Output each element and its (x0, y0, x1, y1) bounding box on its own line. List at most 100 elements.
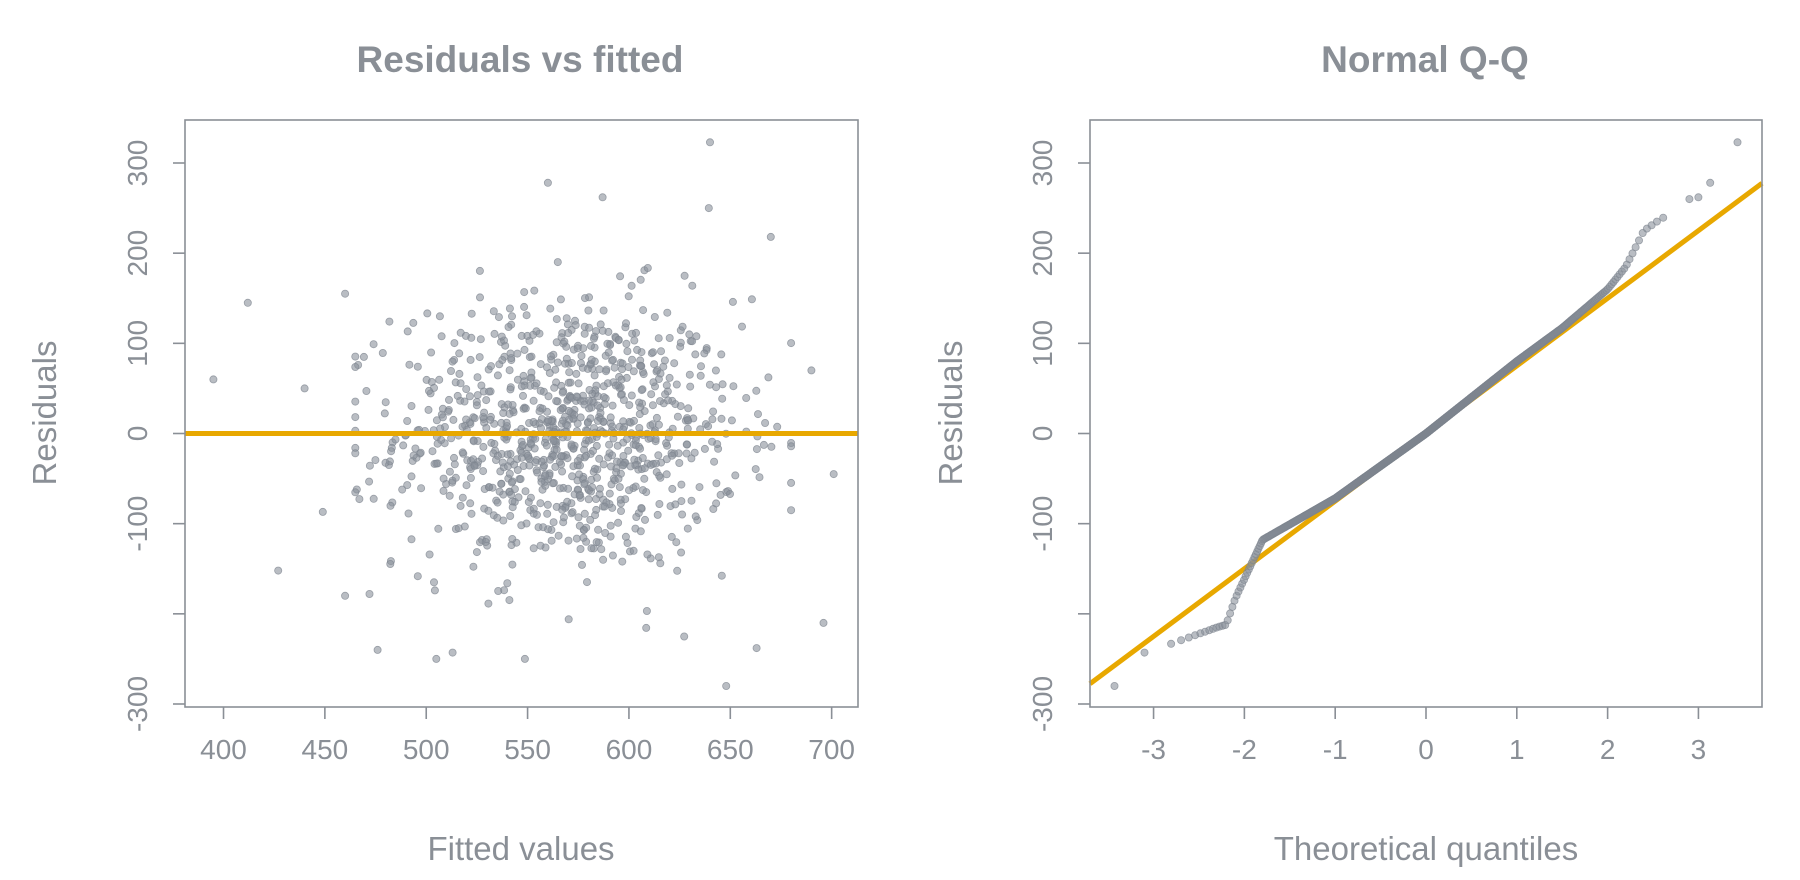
residual-point (671, 500, 680, 509)
residual-point (455, 349, 464, 358)
residual-point (640, 474, 649, 483)
residual-point (738, 322, 747, 331)
residual-point (467, 509, 476, 518)
residual-point (570, 410, 579, 419)
residual-point (472, 548, 481, 557)
residual-point (535, 407, 544, 416)
residual-point (351, 488, 360, 497)
y-tick-label: 0 (1027, 426, 1058, 442)
residual-point (731, 471, 740, 480)
residual-point (537, 424, 546, 433)
residual-point (662, 470, 671, 479)
residual-point (616, 272, 625, 281)
residual-point (603, 339, 612, 348)
residual-point (435, 375, 444, 384)
residual-point (424, 405, 433, 414)
residual-point (575, 491, 584, 500)
residual-point (351, 413, 360, 422)
residual-point (619, 417, 628, 426)
qq-point (1223, 616, 1232, 625)
residual-point (686, 382, 695, 391)
residual-point (616, 495, 625, 504)
residual-point (618, 365, 627, 374)
residual-point (630, 336, 639, 345)
residual-point (677, 548, 686, 557)
residual-point (529, 509, 538, 518)
residual-point (594, 525, 603, 534)
residual-point (518, 440, 527, 449)
residual-point (611, 381, 620, 390)
residual-point (704, 204, 713, 213)
residual-point (599, 460, 608, 469)
residual-point (529, 396, 538, 405)
residual-point (754, 410, 763, 419)
x-tick-label: 400 (200, 734, 247, 765)
residual-point (540, 472, 549, 481)
residual-point (630, 416, 639, 425)
qq-point (1177, 636, 1186, 645)
residual-point (318, 507, 327, 516)
normal-qq-panel: Normal Q-Q -3 -2 -1 0 1 2 3 300 200 100 0 -100 -300… (932, 39, 1764, 867)
y-tick-label: -100 (122, 496, 153, 552)
residual-point (445, 491, 454, 500)
residual-point (581, 294, 590, 303)
residual-point (652, 459, 661, 468)
x-tick-label: 3 (1691, 734, 1707, 765)
residual-point (638, 486, 647, 495)
residuals-vs-fitted-panel: Residuals vs fitted 400 450 500 550 600 650 70… (26, 39, 859, 867)
residual-point (634, 465, 643, 474)
residual-point (407, 535, 416, 544)
residual-point (582, 451, 591, 460)
residual-point (479, 442, 488, 451)
residual-point (490, 439, 499, 448)
residual-point (438, 413, 447, 422)
residual-point (521, 487, 530, 496)
residual-point (553, 258, 562, 267)
residual-point (497, 479, 506, 488)
residual-point (571, 321, 580, 330)
residual-point (439, 486, 448, 495)
residual-point (519, 391, 528, 400)
residual-point (642, 623, 651, 632)
residual-point (599, 555, 608, 564)
residual-point (627, 391, 636, 400)
residual-point (787, 506, 796, 515)
residual-point (508, 560, 517, 569)
residual-point (510, 460, 519, 469)
residual-point (680, 271, 689, 280)
residual-point (661, 390, 670, 399)
y-tick-label: 0 (122, 426, 153, 442)
residual-point (600, 502, 609, 511)
residual-point (625, 486, 634, 495)
residual-point (713, 440, 722, 449)
residual-point (657, 347, 666, 356)
residual-point (635, 423, 644, 432)
residual-point (595, 365, 604, 374)
normal-qq-y-axis: 300 200 100 0 -100 -300 (1027, 140, 1090, 732)
residual-point (670, 359, 679, 368)
residual-point (398, 485, 407, 494)
residual-point (622, 339, 631, 348)
residual-point (365, 461, 374, 470)
residual-point (444, 395, 453, 404)
residual-point (717, 350, 726, 359)
qq-point (1685, 195, 1694, 204)
residual-point (599, 382, 608, 391)
residual-point (647, 390, 656, 399)
residual-point (656, 369, 665, 378)
residual-point (682, 440, 691, 449)
residual-point (547, 536, 556, 545)
residual-point (767, 442, 776, 451)
residual-point (618, 557, 627, 566)
residual-point (525, 461, 534, 470)
qq-point (1652, 217, 1661, 226)
residual-point (458, 493, 467, 502)
residual-point (677, 497, 686, 506)
residual-point (755, 473, 764, 482)
residual-point (428, 447, 437, 456)
residual-point (548, 479, 557, 488)
residual-point (676, 338, 685, 347)
residual-point (564, 406, 573, 415)
residual-point (660, 356, 669, 365)
residual-point (556, 405, 565, 414)
